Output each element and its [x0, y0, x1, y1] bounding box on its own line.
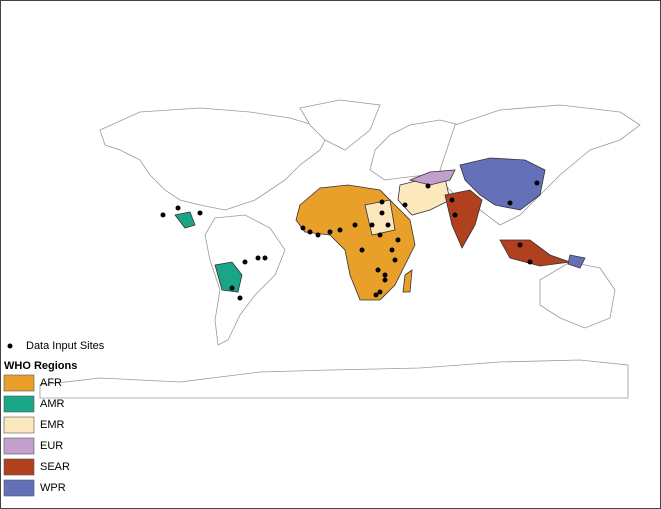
site-marker [527, 259, 533, 265]
legend-sites-label: Data Input Sites [26, 340, 105, 352]
legend-title: WHO Regions [4, 360, 77, 372]
site-marker [507, 200, 513, 206]
site-marker [255, 255, 261, 261]
region-amr-bolivia [214, 261, 243, 293]
site-marker [229, 285, 235, 291]
site-markers [160, 180, 540, 301]
site-marker [237, 295, 243, 301]
region-wpr [459, 157, 546, 211]
site-marker [389, 247, 395, 253]
region-afr-madagascar [402, 269, 413, 293]
legend-label: EUR [40, 440, 63, 452]
legend-label: EMR [40, 419, 65, 431]
region-amr-central [174, 211, 196, 229]
site-marker [385, 222, 391, 228]
base-map [39, 99, 641, 399]
site-marker [449, 197, 455, 203]
site-marker [327, 229, 333, 235]
legend-label: SEAR [40, 461, 70, 473]
site-marker [382, 272, 388, 278]
site-marker [377, 289, 383, 295]
greenland [299, 99, 381, 151]
site-marker [160, 212, 166, 218]
site-marker [262, 255, 268, 261]
site-marker [382, 277, 388, 283]
site-marker [242, 259, 248, 265]
site-marker [369, 222, 375, 228]
site-marker [373, 292, 379, 298]
legend-label: AFR [40, 377, 62, 389]
legend-swatch [3, 374, 35, 392]
site-marker [452, 212, 458, 218]
site-marker [395, 237, 401, 243]
site-marker [392, 257, 398, 263]
site-marker [377, 232, 383, 238]
legend-swatch [3, 458, 35, 476]
south-america [204, 214, 286, 346]
site-marker [402, 202, 408, 208]
legend-label: AMR [40, 398, 65, 410]
legend: Data Input Sites WHO Regions AFR AMR EMR EU… [3, 340, 105, 497]
site-marker [517, 242, 523, 248]
region-wpr-png [567, 254, 586, 269]
site-marker [379, 199, 385, 205]
site-marker [315, 232, 321, 238]
site-marker [197, 210, 203, 216]
site-marker [379, 210, 385, 216]
site-marker [534, 180, 540, 186]
legend-label: WPR [40, 482, 66, 494]
antarctica [39, 359, 629, 399]
legend-swatch [3, 395, 35, 413]
legend-site-symbol [7, 343, 13, 349]
site-marker [359, 247, 365, 253]
site-marker [175, 205, 181, 211]
who-regions [174, 157, 586, 301]
site-marker [375, 267, 381, 273]
site-marker [300, 225, 306, 231]
region-sear-india [444, 189, 483, 249]
legend-swatch [3, 437, 35, 455]
site-marker [425, 183, 431, 189]
site-marker [337, 227, 343, 233]
site-marker [307, 229, 313, 235]
site-marker [352, 222, 358, 228]
legend-swatch [3, 479, 35, 497]
north-america [99, 107, 331, 211]
legend-swatch [3, 416, 35, 434]
